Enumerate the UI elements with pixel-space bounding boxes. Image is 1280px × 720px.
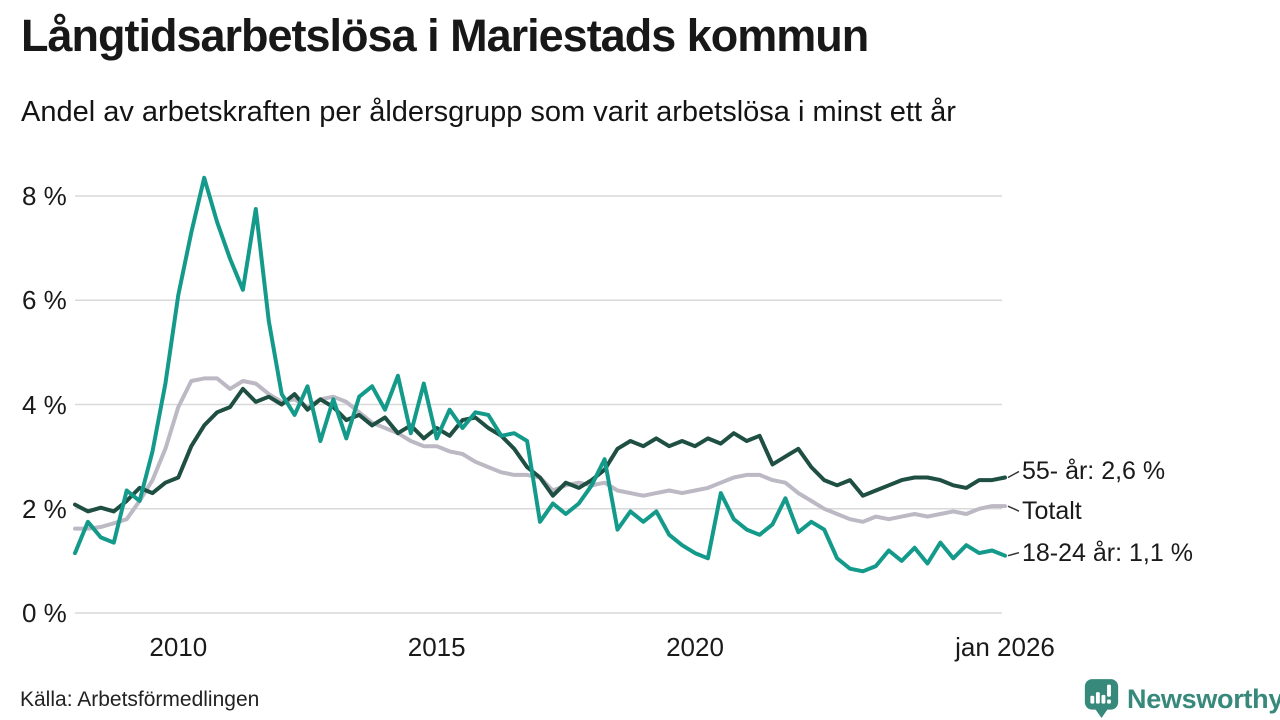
end-label-55plus: 55- år: 2,6 % — [1022, 457, 1166, 486]
end-label-18-24: 18-24 år: 1,1 % — [1022, 538, 1193, 567]
y-tick-label-2: 2 % — [22, 493, 67, 524]
x-tick-label-2015: 2015 — [407, 632, 466, 662]
x-tick-label-2020: 2020 — [666, 632, 724, 662]
label-connector-18-24 — [1007, 551, 1020, 557]
page-subtitle: Andel av arbetskraften per åldersgrupp s… — [21, 96, 956, 128]
brand-name: Newsworthy — [1127, 683, 1280, 714]
label-connector-55plus — [1007, 470, 1020, 479]
source-credit: Källa: Arbetsförmedlingen — [20, 688, 260, 711]
series-lines — [73, 175, 1007, 574]
end-label-totalt: Totalt — [1022, 497, 1082, 526]
y-tick-label-8: 8 % — [22, 181, 67, 211]
newsworthy-pin-barchart-icon — [1084, 679, 1119, 718]
y-tick-label-0: 0 % — [22, 598, 67, 628]
label-connectors — [1007, 470, 1020, 557]
y-tick-label-6: 6 % — [22, 285, 67, 316]
label-connector-totalt — [1007, 505, 1020, 512]
y-tick-label-4: 4 % — [22, 389, 67, 420]
series-line-18-24 — [73, 175, 1007, 574]
series-line-totalt — [73, 376, 1007, 531]
gridlines — [75, 195, 1002, 614]
series-line-55plus — [73, 386, 1007, 514]
page-title: Långtidsarbetslösa i Mariestads kommun — [21, 10, 869, 61]
x-tick-label-2010: 2010 — [149, 632, 208, 662]
brand-logo: Newsworthy — [1083, 678, 1280, 720]
x-tick-label-2026: jan 2026 — [955, 632, 1055, 662]
